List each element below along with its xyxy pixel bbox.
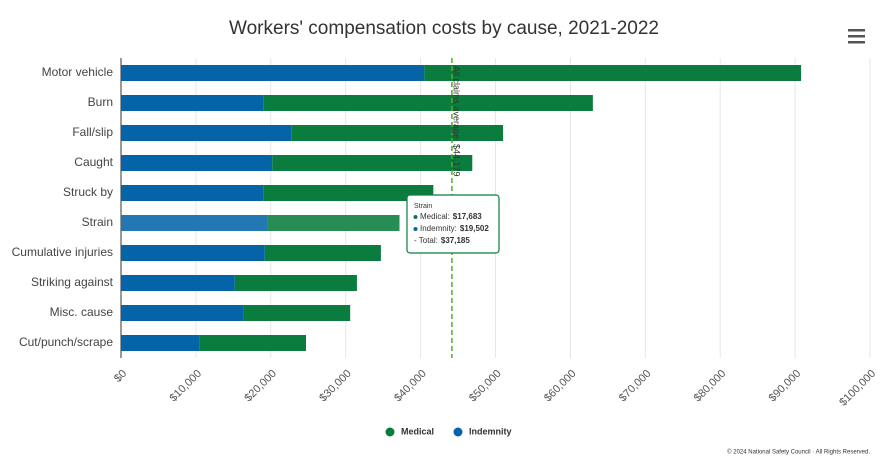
bar-segment [267,215,400,231]
bar-segment [234,275,357,291]
bar-segment [199,335,307,351]
tooltip-value: $17,683 [453,212,482,221]
tooltip-dot [413,227,418,231]
bar-segment [121,215,268,231]
bar-segment [121,305,244,321]
legend-marker [385,427,395,437]
bar-segment [263,95,593,111]
bar-segment [121,65,425,81]
x-tick-label: $70,000 [617,368,654,405]
legend-label[interactable]: Indemnity [469,426,512,436]
category-label: Struck by [63,185,113,199]
tooltip-dot [413,215,418,219]
bar-segment [121,245,265,261]
menu-bar [848,29,865,32]
bar-segment [263,185,434,201]
x-tick-label: $50,000 [467,368,504,405]
chart-title: Workers' compensation costs by cause, 20… [229,18,659,39]
x-tick-label: $100,000 [837,368,878,409]
category-label: Cumulative injuries [12,245,113,259]
category-label: Caught [74,155,113,169]
bar-segment [272,155,473,171]
bar-segment [121,185,264,201]
category-label: Cut/punch/scrape [19,335,113,349]
bar-segment [264,245,381,261]
legend-label[interactable]: Medical [401,426,434,436]
bar-segment [243,305,351,321]
tooltip-label: - Total: [414,236,438,245]
menu-button[interactable] [848,29,865,44]
average-label: All claims average: $44,179 [452,66,462,177]
x-tick-label: $30,000 [317,368,354,405]
tooltip-value: $19,502 [460,224,489,233]
bar-segment [121,335,200,351]
bar-segment [291,125,503,141]
category-label: Strain [82,215,113,229]
x-tick-label: $0 [112,368,129,385]
tooltip: Strain Medical: $17,683 Indemnity: $19,502 - … [406,194,500,254]
x-tick-label: $40,000 [392,368,429,405]
tooltip-value: $37,185 [441,236,470,245]
x-tick-label: $80,000 [692,368,729,405]
category-label: Misc. cause [50,305,114,319]
bar-segment [121,125,292,141]
bar-segment [424,65,802,81]
menu-bar [848,35,865,38]
bar-segment [121,95,264,111]
category-label: Striking against [31,275,114,289]
x-tick-label: $20,000 [242,368,279,405]
credits: © 2024 National Safety Council · All Rig… [727,449,870,456]
x-tick-label: $90,000 [767,368,804,405]
x-tick-label: $60,000 [542,368,579,405]
menu-bar [848,41,865,44]
tooltip-title: Strain [414,203,432,210]
tooltip-label: Medical: [420,212,450,221]
bar-segment [121,275,235,291]
tooltip-box [406,194,500,254]
bar-segment [121,155,273,171]
category-label: Motor vehicle [42,65,114,79]
category-label: Fall/slip [72,125,113,139]
legend-marker [453,427,463,437]
tooltip-label: Indemnity: [420,224,457,233]
category-label: Burn [88,95,113,109]
x-tick-label: $10,000 [167,368,204,405]
